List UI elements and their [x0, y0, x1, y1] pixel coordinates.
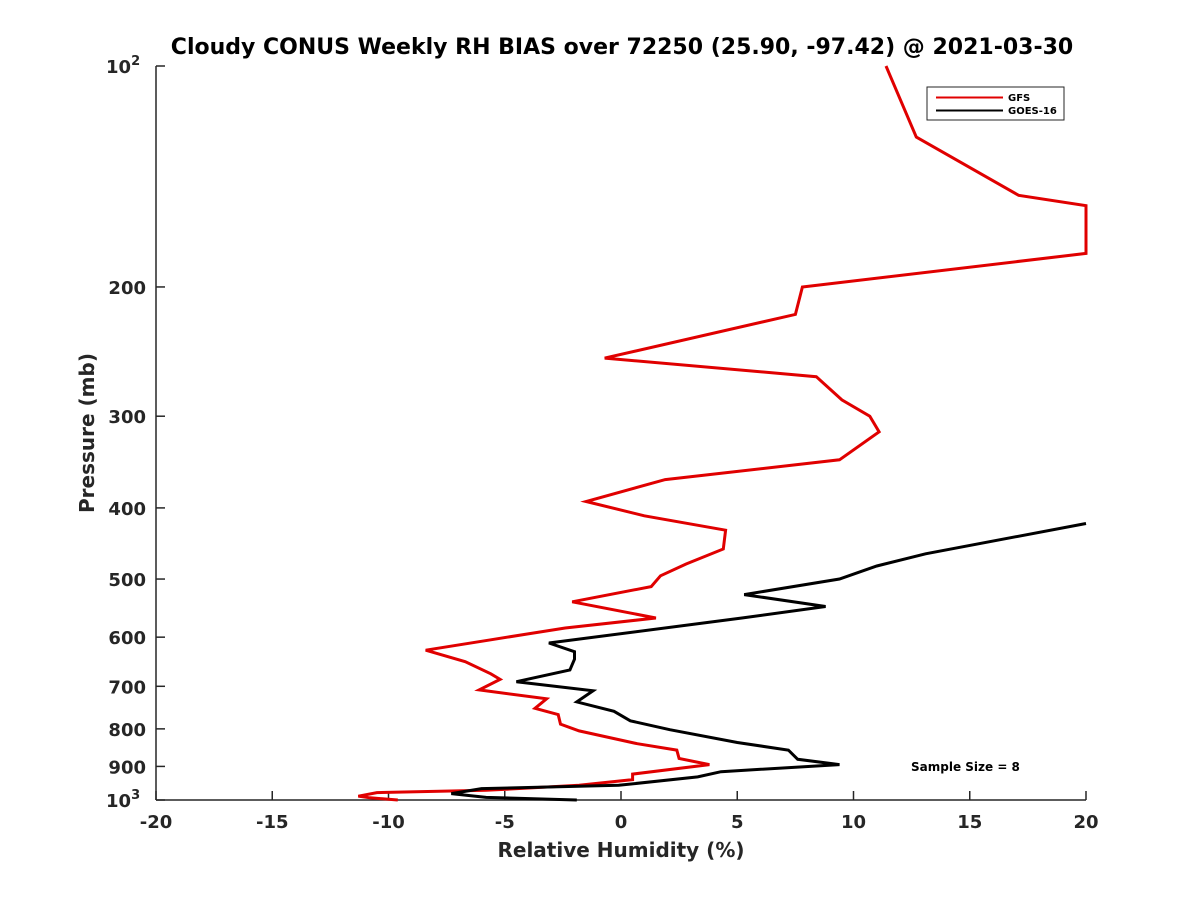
y-tick-label: 500 — [108, 570, 146, 591]
legend: GFS GOES-16 — [926, 86, 1065, 121]
y-tick-exponent: 2 — [131, 54, 140, 69]
chart-title: Cloudy CONUS Weekly RH BIAS over 72250 (… — [171, 35, 1073, 60]
x-tick-label: 5 — [731, 812, 744, 833]
x-tick-label: 10 — [841, 812, 866, 833]
legend-label-gfs: GFS — [1008, 93, 1030, 104]
x-tick-label: 20 — [1073, 812, 1098, 833]
y-tick-label: 400 — [108, 499, 146, 520]
x-tick-label: -10 — [372, 812, 405, 833]
y-tick-label: 800 — [108, 720, 146, 741]
series-line-goes16 — [451, 522, 1087, 802]
x-ticks: -20 -15 -10 -5 0 5 10 15 20 — [140, 791, 1099, 833]
sample-size-annotation: Sample Size = 8 — [911, 760, 1020, 774]
series-layer — [358, 65, 1088, 802]
y-tick-label: 103 — [106, 788, 140, 812]
x-tick-label: -20 — [140, 812, 173, 833]
x-tick-label: -5 — [495, 812, 515, 833]
x-tick-label: 0 — [615, 812, 628, 833]
plot-area: -20 -15 -10 -5 0 5 10 15 20 10220030040050060070… — [106, 54, 1099, 833]
y-tick-label: 200 — [108, 278, 146, 299]
y-tick-base: 10 — [106, 57, 131, 78]
x-tick-label: -15 — [256, 812, 289, 833]
y-axis-label: Pressure (mb) — [75, 353, 99, 513]
series-line-gfs — [358, 65, 1088, 802]
y-tick-label: 102 — [106, 54, 140, 78]
y-tick-label: 300 — [108, 407, 146, 428]
y-tick-label: 900 — [108, 757, 146, 778]
y-tick-label: 700 — [108, 677, 146, 698]
y-tick-base: 10 — [106, 791, 131, 812]
y-tick-exponent: 3 — [131, 788, 140, 803]
legend-label-goes16: GOES-16 — [1008, 106, 1057, 117]
y-tick-label: 600 — [108, 628, 146, 649]
x-tick-label: 15 — [957, 812, 982, 833]
legend-box — [926, 86, 1065, 121]
x-axis-label: Relative Humidity (%) — [497, 838, 744, 862]
